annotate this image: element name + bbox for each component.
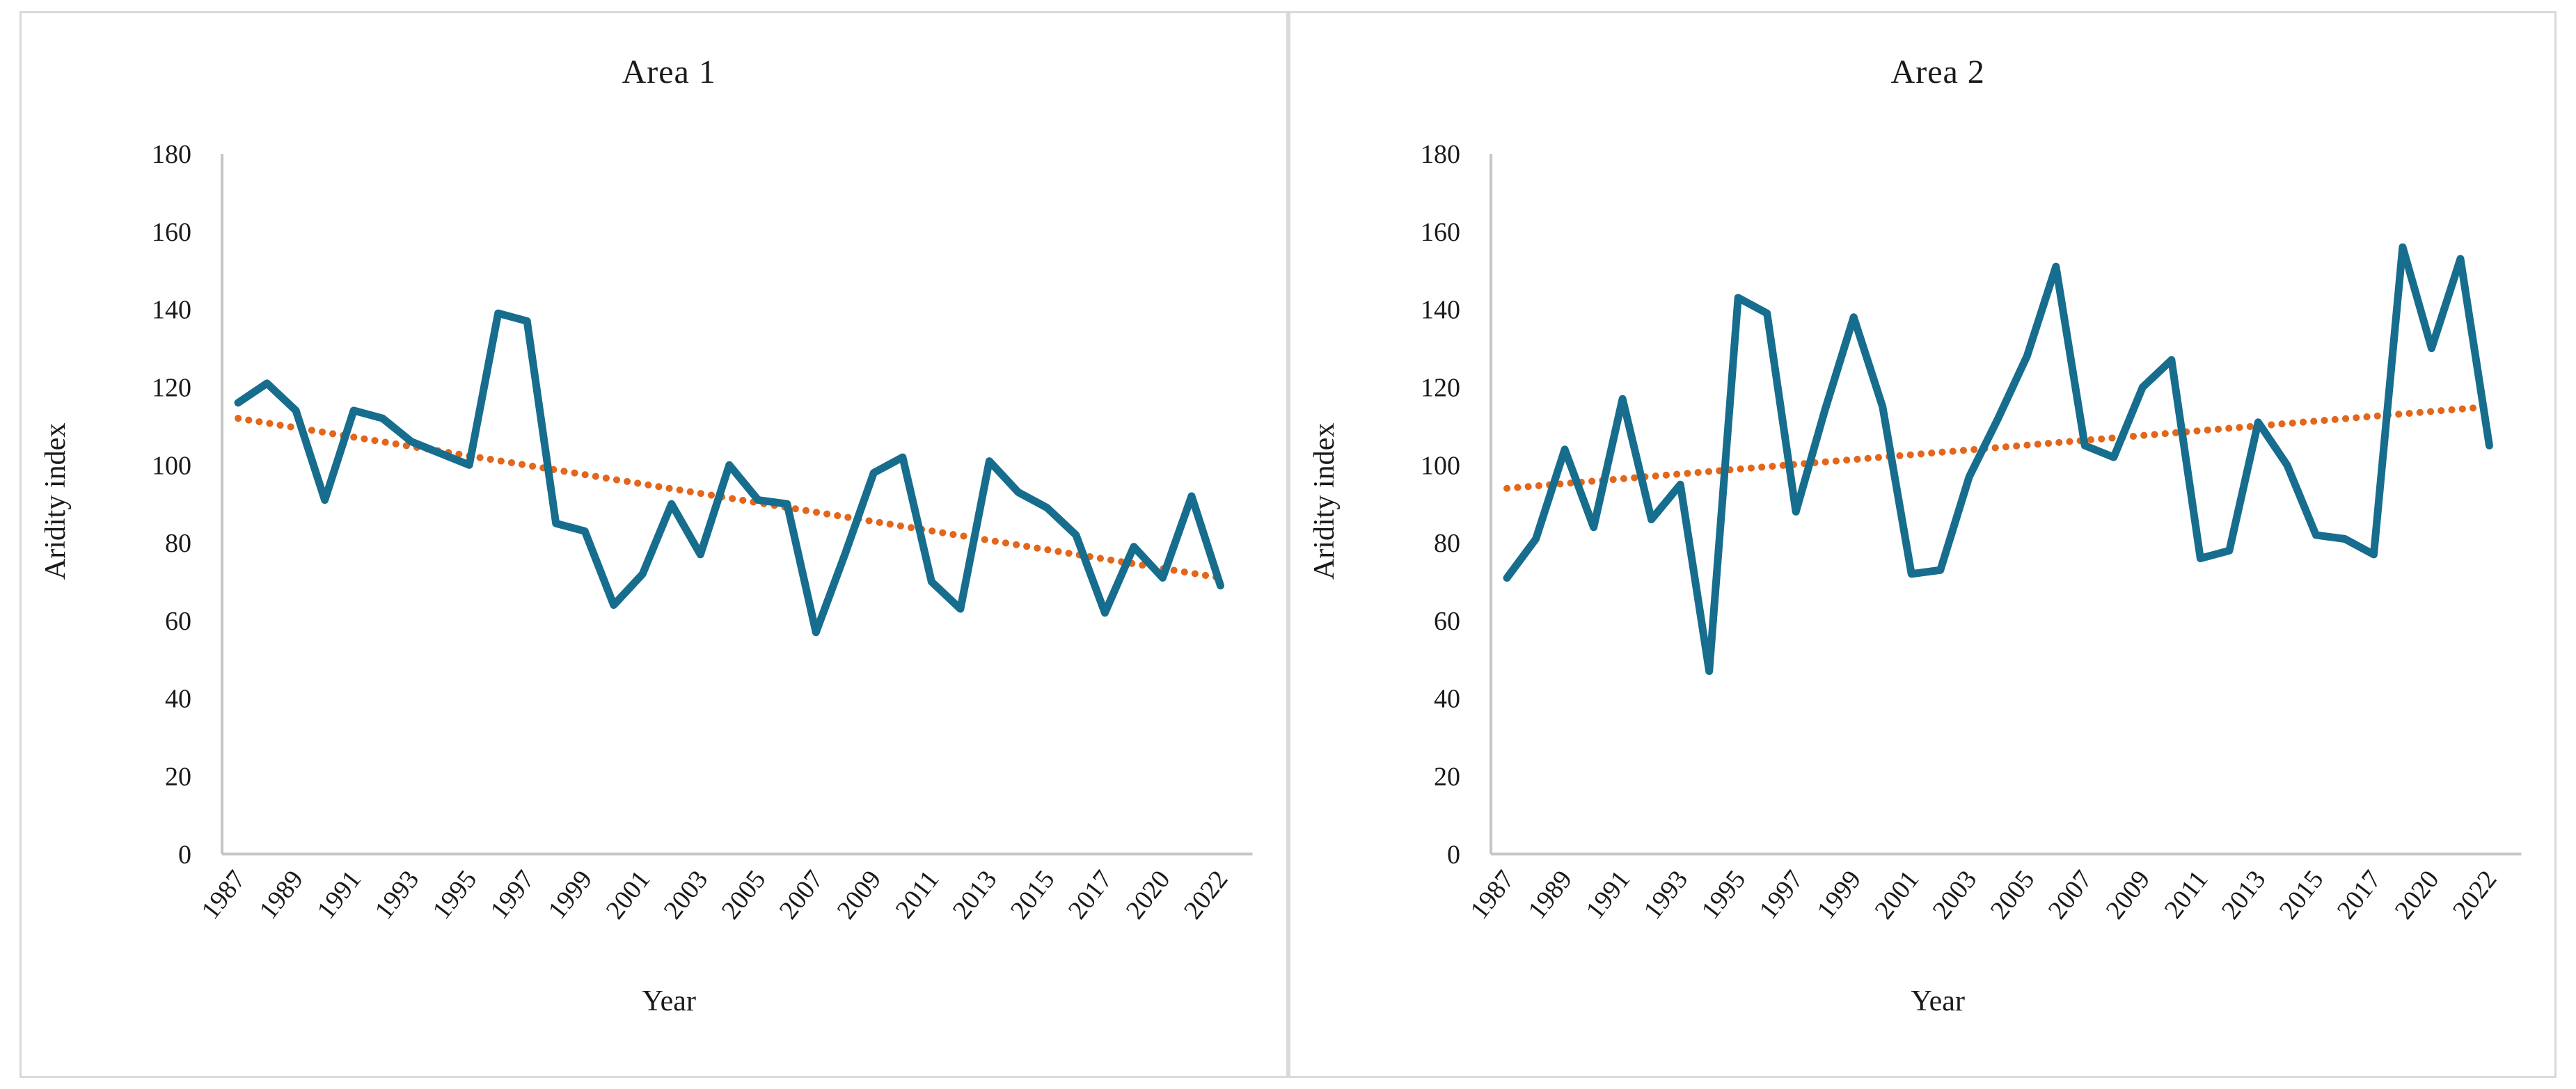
x-tick-label: 1987 — [1464, 865, 1520, 925]
area2-chart: Area 2 Aridity index Year 0 20 40 60 80 100 12… — [1309, 54, 2521, 1017]
x-axis-title: Year — [1911, 985, 1964, 1017]
x-tick-label: 2001 — [1869, 865, 1925, 925]
aridity-index-line — [1503, 243, 2493, 676]
y-axis-title: Aridity index — [1309, 423, 1341, 580]
y-tick-label: 160 — [1421, 218, 1460, 247]
x-tick-label: 2009 — [832, 865, 887, 925]
x-tick-label: 2009 — [2100, 865, 2156, 925]
x-tick-label: 2011 — [890, 865, 945, 924]
x-tick-label: 1991 — [311, 865, 367, 925]
chart-panel-area2: Area 2 Aridity index Year 0 20 40 60 80 100 12… — [1288, 11, 2557, 1078]
chart-title: Area 1 — [622, 54, 716, 90]
y-tick-label: 0 — [178, 840, 191, 869]
x-tick-label: 1999 — [1811, 865, 1867, 925]
y-tick-label: 20 — [165, 763, 191, 792]
x-tick-label: 1993 — [369, 865, 425, 925]
x-tick-label: 2022 — [1178, 865, 1234, 925]
trend-line — [1503, 403, 2492, 492]
x-tick-label: 2007 — [774, 865, 830, 925]
y-tick-label: 140 — [152, 296, 191, 325]
y-tick-label: 100 — [1421, 451, 1460, 480]
x-tick-label: 1987 — [196, 865, 251, 925]
y-tick-label: 40 — [1434, 685, 1460, 714]
x-tick-label: 1995 — [427, 865, 482, 925]
y-axis-title: Aridity index — [40, 423, 72, 580]
x-tick-label: 1995 — [1696, 865, 1751, 925]
y-tick-label: 60 — [1434, 607, 1460, 636]
y-tick-label: 120 — [1421, 373, 1460, 402]
x-tick-label: 2013 — [947, 865, 1003, 925]
x-tick-label: 1997 — [484, 865, 540, 925]
x-tick-label: 2020 — [1121, 865, 1176, 925]
y-tick-label: 140 — [1421, 296, 1460, 325]
y-tick-label: 100 — [152, 451, 191, 480]
trend-line — [235, 415, 1224, 582]
x-tick-label: 1989 — [253, 865, 309, 925]
y-tick-label: 40 — [165, 685, 191, 714]
x-tick-label: 2003 — [1927, 865, 1982, 925]
area1-chart: Area 1 Aridity index Year 0 20 40 60 80 100 12… — [40, 54, 1253, 1017]
x-tick-label: 2015 — [1005, 865, 1061, 925]
y-tick-label: 180 — [152, 140, 191, 169]
x-tick-label: 1991 — [1580, 865, 1636, 925]
x-tick-label: 1989 — [1522, 865, 1578, 925]
y-tick-label: 120 — [152, 373, 191, 402]
y-tick-label: 180 — [1421, 140, 1460, 169]
y-tick-label: 20 — [1434, 763, 1460, 792]
x-tick-label: 2020 — [2389, 865, 2444, 925]
x-tick-label: 1999 — [542, 865, 598, 925]
figure-aridity-trends: Area 1 Aridity index Year 0 20 40 60 80 100 12… — [19, 11, 2557, 1078]
y-tick-label: 80 — [1434, 529, 1460, 558]
x-tick-label: 2001 — [600, 865, 656, 925]
y-tick-label: 160 — [152, 218, 191, 247]
y-tick-label: 60 — [165, 607, 191, 636]
x-tick-label: 2005 — [716, 865, 772, 925]
x-tick-label: 2013 — [2215, 865, 2271, 925]
y-tick-label: 0 — [1447, 840, 1460, 869]
plot-area: 0 20 40 60 80 100 120 140 160 180 1987 1989 1991 1993… — [152, 140, 1253, 925]
x-tick-label: 2005 — [1984, 865, 2040, 925]
aridity-index-line — [234, 309, 1224, 637]
x-tick-label: 1993 — [1638, 865, 1693, 925]
plot-area: 0 20 40 60 80 100 120 140 160 180 1987 1989 1991 1993… — [1421, 140, 2521, 925]
x-tick-label: 2007 — [2042, 865, 2098, 925]
x-tick-label: 2011 — [2158, 865, 2213, 924]
chart-title: Area 2 — [1890, 54, 1984, 90]
chart-panel-area1: Area 1 Aridity index Year 0 20 40 60 80 100 12… — [19, 11, 1288, 1078]
y-tick-label: 80 — [165, 529, 191, 558]
x-axis-title: Year — [642, 985, 696, 1017]
x-tick-label: 2015 — [2273, 865, 2329, 925]
x-tick-label: 2022 — [2447, 865, 2502, 925]
x-tick-label: 1997 — [1753, 865, 1809, 925]
x-tick-label: 2017 — [2331, 865, 2387, 925]
x-tick-label: 2017 — [1063, 865, 1119, 925]
x-tick-label: 2003 — [658, 865, 714, 925]
